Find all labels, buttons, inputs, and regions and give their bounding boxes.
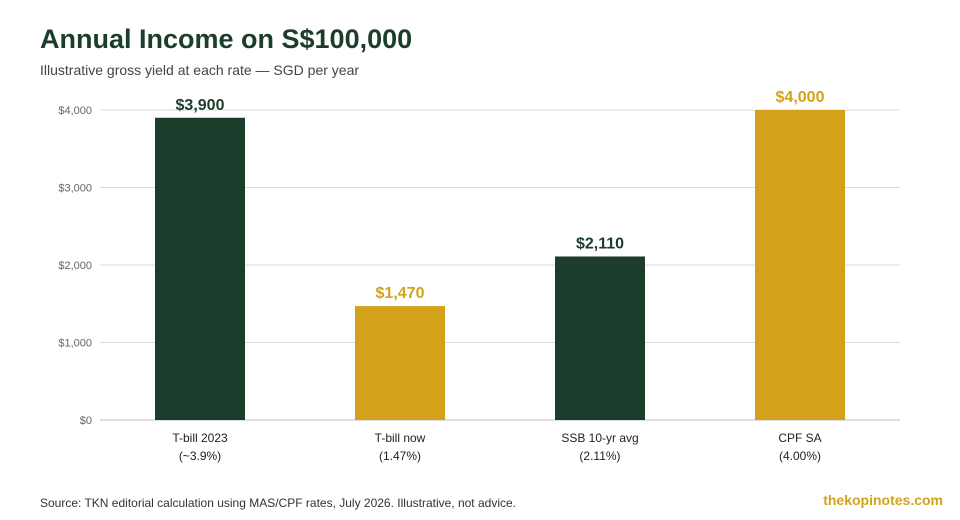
x-tick-label: (1.47%) — [379, 449, 421, 463]
x-tick-label: T-bill 2023 — [172, 431, 228, 445]
source-note: Source: TKN editorial calculation using … — [40, 496, 516, 510]
x-tick-label: (2.11%) — [579, 449, 620, 463]
x-tick-label: T-bill now — [375, 431, 426, 445]
x-tick-label: (~3.9%) — [179, 449, 221, 463]
bar — [355, 306, 445, 420]
y-tick-label: $3,000 — [58, 183, 92, 195]
x-tick-label: SSB 10-yr avg — [561, 431, 638, 445]
y-tick-label: $0 — [80, 415, 92, 427]
bar — [755, 110, 845, 420]
data-label: $4,000 — [776, 89, 825, 106]
data-label: $2,110 — [576, 235, 624, 252]
y-tick-label: $4,000 — [58, 105, 92, 117]
brand-link[interactable]: thekopinotes.com — [823, 492, 943, 508]
y-tick-label: $1,000 — [58, 338, 92, 350]
x-tick-label: CPF SA — [778, 431, 821, 445]
data-label: $3,900 — [176, 97, 225, 114]
chart-title: Annual Income on S$100,000 — [40, 24, 413, 54]
bar — [555, 256, 645, 420]
y-tick-label: $2,000 — [58, 260, 92, 272]
bar — [155, 117, 245, 420]
chart-subtitle: Illustrative gross yield at each rate — … — [40, 62, 360, 78]
x-tick-label: (4.00%) — [779, 449, 821, 463]
data-label: $1,470 — [376, 285, 425, 302]
